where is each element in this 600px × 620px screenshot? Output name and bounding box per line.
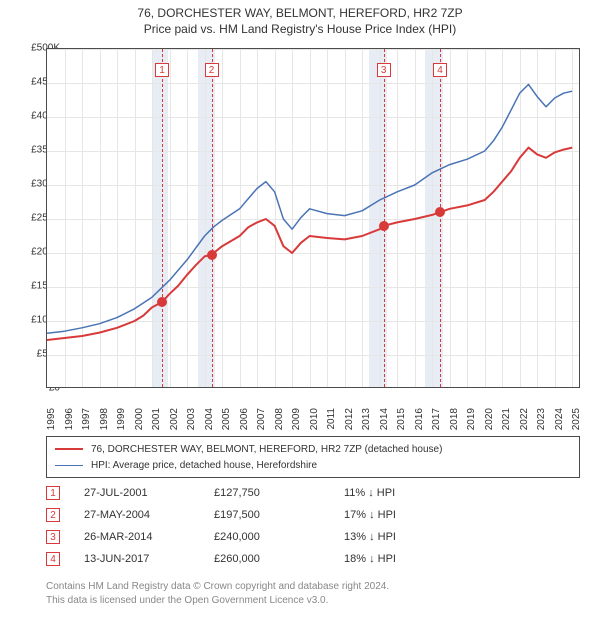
gridline-h — [47, 287, 579, 288]
gridline-v — [520, 49, 521, 387]
sale-price: £197,500 — [214, 509, 344, 521]
gridline-v — [397, 49, 398, 387]
gridline-v — [555, 49, 556, 387]
sale-row: 3 26-MAR-2014£240,00013% ↓ HPI — [46, 526, 580, 548]
gridline-v — [345, 49, 346, 387]
sale-number-box: 2 — [46, 508, 60, 522]
sale-diff: 18% ↓ HPI — [344, 553, 454, 565]
gridline-v — [362, 49, 363, 387]
legend: 76, DORCHESTER WAY, BELMONT, HEREFORD, H… — [46, 436, 580, 478]
shade-band — [152, 49, 168, 387]
gridline-v — [82, 49, 83, 387]
gridline-v — [502, 49, 503, 387]
sale-number-box: 3 — [46, 530, 60, 544]
gridline-v — [170, 49, 171, 387]
event-marker-line — [212, 49, 213, 387]
event-dot — [379, 221, 389, 231]
chart-plot-area: 1 2 3 4 — [46, 48, 580, 388]
title-block: 76, DORCHESTER WAY, BELMONT, HEREFORD, H… — [0, 0, 600, 36]
gridline-v — [310, 49, 311, 387]
gridline-h — [47, 321, 579, 322]
gridline-v — [152, 49, 153, 387]
gridline-v — [292, 49, 293, 387]
sale-price: £127,750 — [214, 487, 344, 499]
event-marker-box: 4 — [433, 63, 447, 77]
sale-date: 27-JUL-2001 — [84, 487, 214, 499]
legend-row: HPI: Average price, detached house, Here… — [55, 457, 571, 473]
attribution: Contains HM Land Registry data © Crown c… — [46, 580, 580, 607]
gridline-v — [205, 49, 206, 387]
legend-row: 76, DORCHESTER WAY, BELMONT, HEREFORD, H… — [55, 441, 571, 457]
sale-row: 2 27-MAY-2004£197,50017% ↓ HPI — [46, 504, 580, 526]
gridline-h — [47, 83, 579, 84]
gridline-v — [450, 49, 451, 387]
sale-price: £240,000 — [214, 531, 344, 543]
sales-table: 1 27-JUL-2001£127,75011% ↓ HPI 2 27-MAY-200… — [46, 482, 580, 570]
sale-diff: 17% ↓ HPI — [344, 509, 454, 521]
event-marker-line — [440, 49, 441, 387]
title-line-2: Price paid vs. HM Land Registry's House … — [0, 22, 600, 36]
sale-diff: 11% ↓ HPI — [344, 487, 454, 499]
gridline-v — [257, 49, 258, 387]
sale-date: 26-MAR-2014 — [84, 531, 214, 543]
gridline-h — [47, 219, 579, 220]
gridline-v — [135, 49, 136, 387]
legend-swatch — [55, 465, 83, 466]
gridline-v — [572, 49, 573, 387]
sale-diff: 13% ↓ HPI — [344, 531, 454, 543]
gridline-v — [537, 49, 538, 387]
event-marker-line — [384, 49, 385, 387]
gridline-v — [117, 49, 118, 387]
gridline-v — [467, 49, 468, 387]
gridline-v — [65, 49, 66, 387]
event-marker-box: 1 — [155, 63, 169, 77]
legend-label: 76, DORCHESTER WAY, BELMONT, HEREFORD, H… — [91, 444, 442, 455]
sale-row: 4 13-JUN-2017£260,00018% ↓ HPI — [46, 548, 580, 570]
gridline-h — [47, 355, 579, 356]
gridline-v — [187, 49, 188, 387]
gridline-v — [415, 49, 416, 387]
attribution-line-2: This data is licensed under the Open Gov… — [46, 594, 580, 608]
gridline-h — [47, 253, 579, 254]
gridline-v — [327, 49, 328, 387]
attribution-line-1: Contains HM Land Registry data © Crown c… — [46, 580, 580, 594]
event-marker-line — [162, 49, 163, 387]
gridline-v — [380, 49, 381, 387]
gridline-h — [47, 151, 579, 152]
event-dot — [207, 250, 217, 260]
gridline-v — [222, 49, 223, 387]
gridline-v — [240, 49, 241, 387]
event-dot — [157, 297, 167, 307]
sale-number-box: 1 — [46, 486, 60, 500]
sale-row: 1 27-JUL-2001£127,75011% ↓ HPI — [46, 482, 580, 504]
sale-number-box: 4 — [46, 552, 60, 566]
legend-label: HPI: Average price, detached house, Here… — [91, 460, 317, 471]
gridline-h — [47, 185, 579, 186]
gridline-v — [275, 49, 276, 387]
title-line-1: 76, DORCHESTER WAY, BELMONT, HEREFORD, H… — [0, 6, 600, 20]
sale-date: 13-JUN-2017 — [84, 553, 214, 565]
event-marker-box: 3 — [377, 63, 391, 77]
legend-swatch — [55, 448, 83, 450]
gridline-v — [432, 49, 433, 387]
gridline-h — [47, 49, 579, 50]
event-marker-box: 2 — [205, 63, 219, 77]
sale-date: 27-MAY-2004 — [84, 509, 214, 521]
sale-price: £260,000 — [214, 553, 344, 565]
gridline-h — [47, 117, 579, 118]
event-dot — [435, 207, 445, 217]
gridline-v — [100, 49, 101, 387]
gridline-v — [485, 49, 486, 387]
